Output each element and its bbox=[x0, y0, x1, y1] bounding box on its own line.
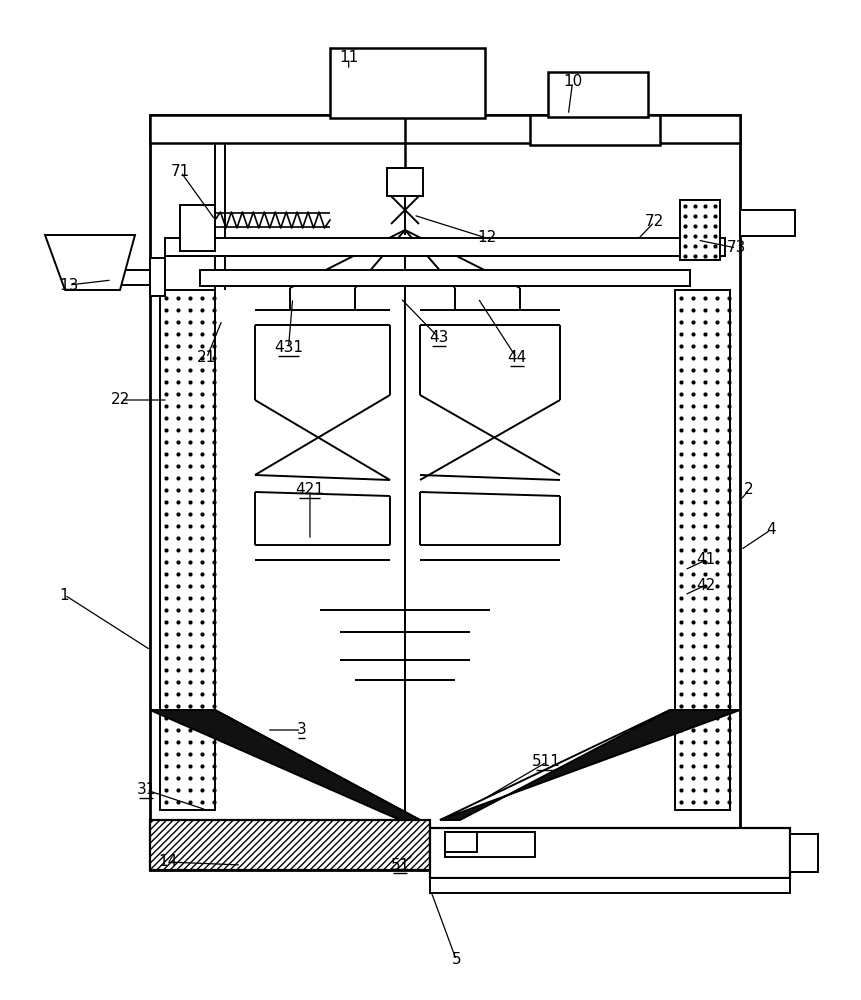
Bar bbox=[330, 48, 485, 118]
Text: 71: 71 bbox=[171, 164, 190, 180]
Text: 13: 13 bbox=[59, 277, 78, 292]
Text: 12: 12 bbox=[477, 231, 496, 245]
Bar bbox=[740, 210, 795, 236]
Bar bbox=[165, 238, 725, 256]
Bar bbox=[530, 115, 660, 145]
Text: 431: 431 bbox=[274, 340, 303, 356]
Bar bbox=[150, 820, 430, 870]
Polygon shape bbox=[440, 710, 740, 820]
Text: 11: 11 bbox=[339, 50, 358, 66]
Bar bbox=[675, 290, 730, 810]
Polygon shape bbox=[45, 235, 135, 290]
Bar bbox=[150, 115, 740, 870]
Bar bbox=[160, 290, 215, 810]
Bar bbox=[200, 270, 690, 286]
Text: 72: 72 bbox=[645, 215, 664, 230]
Text: 22: 22 bbox=[111, 392, 130, 408]
Text: 2: 2 bbox=[744, 483, 754, 497]
Text: 31: 31 bbox=[137, 782, 156, 798]
Text: 421: 421 bbox=[295, 483, 325, 497]
Bar bbox=[387, 168, 423, 196]
Bar bbox=[150, 258, 165, 296]
Text: 73: 73 bbox=[727, 240, 746, 255]
Bar bbox=[680, 200, 720, 260]
Text: 511: 511 bbox=[532, 754, 561, 770]
Text: 43: 43 bbox=[430, 330, 449, 346]
Text: 3: 3 bbox=[296, 722, 307, 738]
Text: 10: 10 bbox=[563, 75, 582, 90]
Bar bbox=[790, 834, 818, 872]
Text: 51: 51 bbox=[391, 857, 410, 872]
Polygon shape bbox=[150, 710, 420, 820]
Bar bbox=[430, 878, 790, 893]
Text: 44: 44 bbox=[507, 351, 526, 365]
Text: 21: 21 bbox=[197, 351, 216, 365]
Bar bbox=[150, 115, 740, 143]
Text: 4: 4 bbox=[765, 522, 776, 538]
Text: 14: 14 bbox=[158, 854, 177, 869]
Bar bbox=[430, 828, 790, 878]
Bar bbox=[180, 205, 215, 251]
Bar bbox=[445, 832, 477, 852]
Bar bbox=[548, 72, 648, 117]
Text: 41: 41 bbox=[697, 552, 715, 568]
Text: 1: 1 bbox=[59, 587, 70, 602]
Text: 42: 42 bbox=[697, 578, 715, 592]
Text: 5: 5 bbox=[451, 952, 461, 968]
Bar bbox=[445, 832, 535, 857]
